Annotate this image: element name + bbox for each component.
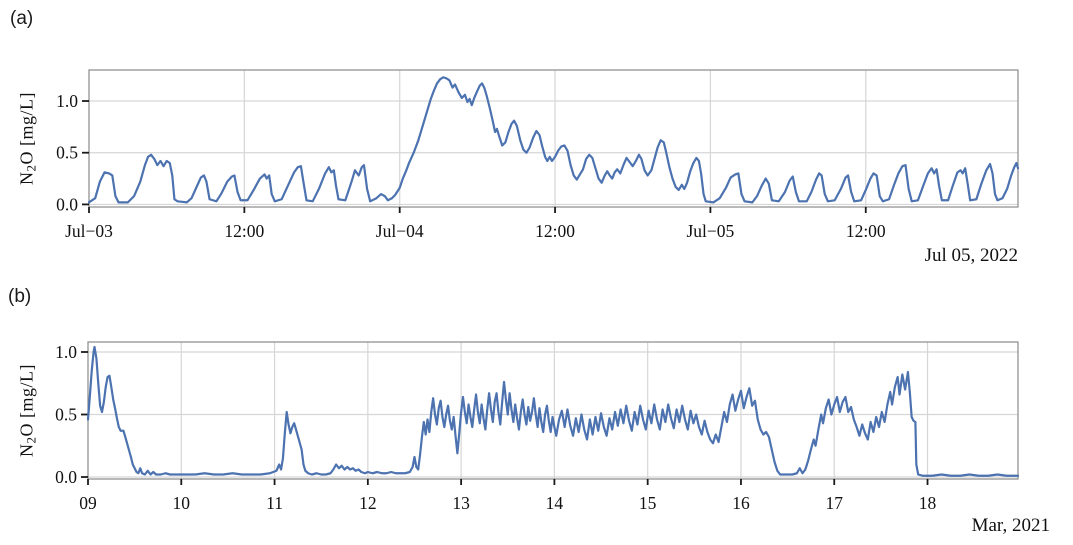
panel-a-ylabel: N2O [mg/L] <box>16 92 39 185</box>
x-tick-label: Jul−05 <box>687 221 735 241</box>
x-tick-label: Jul−03 <box>65 221 113 241</box>
x-tick-label: 12:00 <box>224 221 264 241</box>
y-tick-label: 1.0 <box>56 91 78 111</box>
x-tick-label: 12:00 <box>846 221 886 241</box>
y-tick-label: 0.0 <box>55 467 77 487</box>
panel-b-ylabel: N2O [mg/L] <box>16 364 39 457</box>
x-tick-label: 17 <box>825 493 843 513</box>
n2o-series-line <box>87 345 1019 477</box>
x-tick-label: 12 <box>359 493 377 513</box>
panel-b-label: (b) <box>8 286 32 307</box>
n2o-series-line <box>88 76 1019 204</box>
x-tick-label: 18 <box>919 493 937 513</box>
panel-a-label: (a) <box>10 8 34 29</box>
y-tick-label: 0.5 <box>56 143 78 163</box>
x-tick-label: 11 <box>266 493 283 513</box>
x-tick-label: 13 <box>452 493 470 513</box>
x-tick-label: 14 <box>546 493 564 513</box>
panel-a-date-annotation: Jul 05, 2022 <box>924 245 1018 266</box>
plot-frame <box>87 341 1019 480</box>
y-tick-label: 0.5 <box>55 405 77 425</box>
x-tick-label: 12:00 <box>535 221 575 241</box>
y-tick-label: 1.0 <box>55 342 77 362</box>
x-tick-label: 15 <box>639 493 657 513</box>
x-tick-label: 10 <box>173 493 191 513</box>
x-tick-label: 09 <box>79 493 97 513</box>
y-tick-label: 0.0 <box>56 194 78 214</box>
plot-frame <box>88 69 1019 208</box>
x-tick-label: 16 <box>732 493 750 513</box>
x-tick-label: Jul−04 <box>376 221 424 241</box>
panel-b-date-annotation: Mar, 2021 <box>971 515 1050 536</box>
